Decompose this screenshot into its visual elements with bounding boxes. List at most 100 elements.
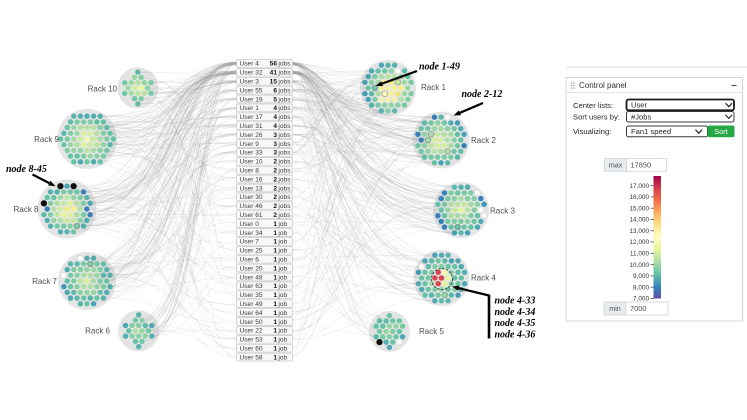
svg-text:jobs: jobs (277, 123, 291, 130)
svg-text:3: 3 (273, 132, 277, 139)
svg-text:jobs: jobs (277, 114, 291, 121)
svg-text:6: 6 (273, 87, 277, 94)
svg-text:1: 1 (273, 248, 277, 255)
svg-text:jobs: jobs (277, 61, 291, 68)
svg-text:max: max (609, 160, 623, 169)
svg-text:jobs: jobs (277, 79, 291, 86)
svg-text:1: 1 (273, 283, 277, 290)
svg-text:#Jobs: #Jobs (631, 112, 651, 121)
svg-text:User 63: User 63 (240, 283, 263, 290)
svg-text:jobs: jobs (277, 185, 291, 192)
svg-text:11,000: 11,000 (630, 251, 650, 258)
svg-text:User 6: User 6 (240, 257, 260, 264)
svg-text:job: job (277, 337, 287, 344)
svg-text:User 61: User 61 (240, 212, 263, 219)
svg-text:jobs: jobs (277, 159, 291, 166)
svg-text:User 0: User 0 (240, 221, 260, 228)
svg-text:User 32: User 32 (240, 70, 263, 77)
svg-text:41: 41 (270, 70, 278, 77)
svg-text:1: 1 (273, 292, 277, 299)
svg-text:User: User (631, 101, 648, 110)
svg-text:User 33: User 33 (240, 150, 263, 157)
svg-text:User 17: User 17 (240, 114, 263, 121)
svg-text:9,000: 9,000 (633, 273, 649, 280)
svg-text:job: job (277, 292, 287, 299)
svg-text:User 64: User 64 (240, 310, 263, 317)
svg-text:min: min (609, 304, 621, 313)
svg-text:Control panel: Control panel (579, 81, 627, 90)
svg-text:1: 1 (273, 257, 277, 264)
svg-text:15,000: 15,000 (629, 205, 649, 212)
svg-text:Rack 9: Rack 9 (34, 135, 59, 144)
svg-text:7000: 7000 (630, 304, 646, 313)
svg-text:Rack 7: Rack 7 (32, 277, 57, 286)
svg-text:User 20: User 20 (240, 265, 263, 272)
svg-text:User 46: User 46 (240, 203, 263, 210)
svg-text:2: 2 (273, 212, 277, 219)
svg-text:jobs: jobs (277, 70, 291, 77)
svg-text:1: 1 (273, 274, 277, 281)
svg-text:1: 1 (273, 337, 277, 344)
svg-text:node 8-45: node 8-45 (6, 164, 47, 175)
svg-text:job: job (277, 319, 287, 326)
svg-text:job: job (277, 274, 287, 281)
svg-text:16,000: 16,000 (629, 194, 649, 201)
svg-text:jobs: jobs (277, 212, 291, 219)
svg-text:17,000: 17,000 (629, 183, 649, 190)
svg-text:1: 1 (273, 230, 277, 237)
svg-text:User 26: User 26 (240, 132, 263, 139)
svg-text:User 1: User 1 (240, 105, 260, 112)
svg-text:3: 3 (273, 150, 277, 157)
svg-text:node 4-35: node 4-35 (495, 318, 536, 329)
svg-text:job: job (277, 248, 287, 255)
svg-text:5: 5 (273, 96, 277, 103)
svg-text:3: 3 (273, 141, 277, 148)
svg-text:User 49: User 49 (240, 301, 263, 308)
svg-text:Fan1 speed: Fan1 speed (631, 127, 671, 136)
svg-text:13,000: 13,000 (629, 228, 649, 235)
svg-text:1: 1 (273, 239, 277, 246)
svg-text:jobs: jobs (277, 132, 291, 139)
svg-text:jobs: jobs (277, 105, 291, 112)
svg-text:1: 1 (273, 354, 277, 361)
svg-text:User 7: User 7 (240, 239, 260, 246)
svg-text:17850: 17850 (631, 161, 652, 170)
svg-text:User 25: User 25 (240, 248, 263, 255)
svg-text:1: 1 (273, 328, 277, 335)
svg-text:node 1-49: node 1-49 (419, 62, 460, 73)
svg-text:jobs: jobs (277, 203, 291, 210)
svg-text:User 13: User 13 (240, 185, 263, 192)
svg-text:jobs: jobs (277, 87, 291, 94)
svg-text:jobs: jobs (277, 176, 291, 183)
svg-text:12,000: 12,000 (629, 239, 649, 246)
svg-text:User 30: User 30 (240, 194, 263, 201)
svg-text:jobs: jobs (277, 168, 291, 175)
svg-text:Rack 6: Rack 6 (85, 327, 110, 336)
svg-text:User 10: User 10 (240, 159, 263, 166)
svg-text:job: job (277, 257, 287, 264)
svg-text:2: 2 (273, 159, 277, 166)
svg-text:job: job (277, 230, 287, 237)
svg-text:Rack 1: Rack 1 (421, 83, 446, 92)
svg-text:Sort: Sort (714, 127, 728, 136)
svg-text:8,000: 8,000 (633, 284, 649, 291)
svg-text:2: 2 (273, 168, 277, 175)
svg-text:2: 2 (273, 194, 277, 201)
svg-text:User 8: User 8 (240, 168, 260, 175)
svg-text:User 60: User 60 (240, 346, 263, 353)
svg-text:Rack 8: Rack 8 (14, 205, 39, 214)
svg-text:User 50: User 50 (240, 319, 263, 326)
svg-text:4: 4 (273, 123, 277, 130)
svg-text:User 35: User 35 (240, 292, 263, 299)
svg-text:15: 15 (270, 79, 278, 86)
svg-text:job: job (277, 310, 287, 317)
svg-text:Center lists:: Center lists: (573, 101, 613, 110)
svg-text:4: 4 (273, 114, 277, 121)
svg-text:User 16: User 16 (240, 176, 263, 183)
svg-text:node 4-33: node 4-33 (495, 296, 536, 307)
svg-text:job: job (277, 328, 287, 335)
svg-text:1: 1 (273, 310, 277, 317)
svg-text:2: 2 (273, 176, 277, 183)
svg-text:2: 2 (273, 185, 277, 192)
svg-text:jobs: jobs (277, 194, 291, 201)
